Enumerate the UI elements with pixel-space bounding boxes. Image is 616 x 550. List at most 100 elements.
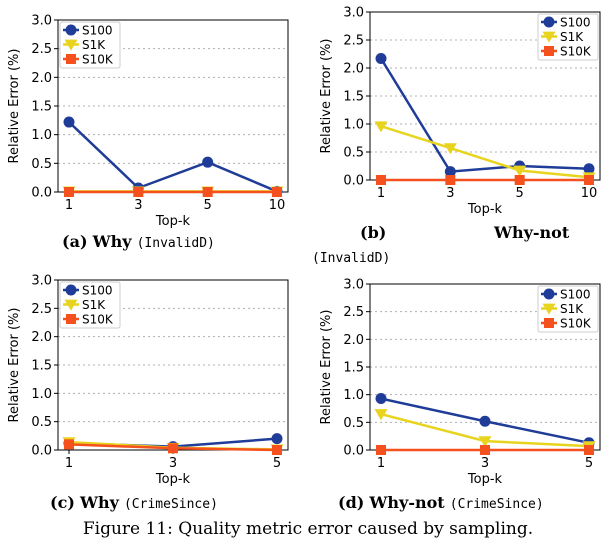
caption-c-label: (c): [50, 493, 75, 512]
legend-label-c-S1K: S1K: [82, 298, 106, 312]
point-d-S10K-2: [584, 445, 594, 455]
y-tick-label-a-6: 3.0: [31, 14, 52, 29]
y-axis-title-d: Relative Error (%): [319, 310, 334, 425]
legend-label-a-S10K: S10K: [82, 53, 114, 67]
point-c-S10K-0: [64, 439, 74, 450]
legend-label-c-S10K: S10K: [82, 313, 114, 327]
y-axis-title-b: Relative Error (%): [319, 39, 334, 154]
y-tick-label-c-0: 0.0: [31, 444, 52, 459]
chart-panel-b: 0.0 0.5 1.0 1.5 2.0 2.5 3.0 1 3 5 10 Top-k Relative …: [319, 6, 601, 217]
legend-label-a-S1K: S1K: [82, 38, 106, 52]
point-b-S10K-0: [376, 175, 386, 185]
x-tick-label-a-1: 3: [134, 198, 142, 213]
legend-label-d-S1K: S1K: [560, 302, 584, 316]
y-tick-label-a-1: 0.5: [31, 157, 52, 172]
caption-d-label: (d): [338, 493, 365, 512]
legend-marker-c-S1K: [64, 299, 78, 311]
y-tick-label-b-2: 1.0: [343, 118, 364, 133]
point-a-S10K-2: [202, 187, 213, 197]
chart-panel-a: 0.0 0.5 1.0 1.5 2.0 2.5 3.0 1 3 5 10 Top-k Relative …: [7, 14, 289, 229]
caption-c-kind: Why: [79, 493, 119, 512]
y-tick-label-c-2: 1.0: [31, 387, 52, 402]
caption-b-dataset-line: (InvalidD): [312, 247, 390, 266]
caption-d: (d) Why-not (CrimeSince): [338, 493, 544, 512]
caption-b-dataset: (InvalidD): [312, 251, 391, 266]
y-tick-label-d-6: 3.0: [343, 278, 364, 293]
y-tick-label-c-3: 1.5: [31, 359, 52, 374]
caption-c: (c) Why (CrimeSince): [50, 493, 218, 512]
y-tick-label-c-6: 3.0: [31, 274, 52, 289]
y-tick-label-d-5: 2.5: [343, 305, 364, 320]
y-tick-label-d-2: 1.0: [343, 388, 364, 403]
point-d-S10K-1: [480, 445, 490, 455]
y-tick-label-d-1: 0.5: [343, 416, 364, 431]
legend-marker-a-S1K: [64, 39, 78, 51]
y-tick-label-a-4: 2.0: [31, 71, 52, 86]
x-tick-label-d-1: 3: [481, 456, 489, 471]
x-tick-label-b-1: 3: [446, 186, 454, 201]
legend-marker-d-S10K: [544, 318, 554, 328]
caption-b-kind: Why-not: [494, 223, 570, 242]
caption-b-label: (b): [360, 223, 387, 242]
point-a-S10K-0: [64, 187, 74, 197]
legend-marker-a-S10K: [66, 54, 76, 64]
x-tick-label-c-2: 5: [273, 456, 281, 471]
caption-a-kind: Why: [92, 232, 132, 251]
x-tick-label-d-2: 5: [585, 456, 593, 471]
charts-canvas: 0.0 0.5 1.0 1.5 2.0 2.5 3.0 1 3 5 10 Top-k Relative …: [7, 6, 601, 487]
x-tick-label-a-3: 10: [269, 198, 286, 213]
x-tick-label-a-2: 5: [204, 198, 212, 213]
x-axis-title-b: Top-k: [467, 202, 503, 217]
point-b-S100-1: [444, 166, 456, 178]
legend-label-b-S1K: S1K: [560, 30, 584, 44]
y-tick-label-d-0: 0.0: [343, 444, 364, 459]
point-a-S100-0: [63, 116, 75, 128]
point-d-S100-0: [375, 393, 387, 405]
chart-panel-d: 0.0 0.5 1.0 1.5 2.0 2.5 3.0 1 3 5 Top-k Relative Er…: [319, 278, 601, 487]
y-tick-label-a-5: 2.5: [31, 42, 52, 57]
point-b-S100-0: [375, 52, 387, 64]
legend-marker-b-S100: [543, 16, 555, 28]
point-a-S10K-1: [133, 187, 144, 197]
y-tick-label-c-4: 2.0: [31, 330, 52, 345]
y-tick-label-b-3: 1.5: [343, 90, 364, 105]
x-tick-label-c-0: 1: [65, 456, 73, 471]
y-tick-label-c-1: 0.5: [31, 415, 52, 430]
legend-marker-c-S10K: [66, 314, 76, 324]
point-b-S1K-0: [374, 121, 388, 133]
legend-label-d-S100: S100: [560, 288, 591, 302]
x-tick-label-b-2: 5: [516, 186, 524, 201]
point-b-S1K-1: [443, 143, 457, 155]
y-tick-label-b-4: 2.0: [343, 62, 364, 77]
y-tick-label-a-3: 1.5: [31, 100, 52, 115]
x-tick-label-d-0: 1: [377, 456, 385, 471]
y-tick-label-a-0: 0.0: [31, 186, 52, 201]
point-b-S100-3: [583, 163, 595, 175]
point-d-S1K-1: [478, 436, 492, 448]
legend-label-a-S100: S100: [82, 24, 113, 38]
legend-marker-b-S1K: [542, 31, 556, 43]
legend-label-b-S100: S100: [560, 16, 591, 30]
caption-a-dataset: (InvalidD): [136, 236, 215, 251]
point-c-S10K-1: [168, 443, 178, 454]
point-b-S10K-1: [445, 175, 456, 185]
x-axis-title-c: Top-k: [155, 472, 191, 487]
y-tick-label-d-3: 1.5: [343, 361, 364, 376]
caption-b: (b) Why-not: [360, 223, 590, 242]
y-tick-label-b-6: 3.0: [343, 6, 364, 21]
y-tick-label-b-5: 2.5: [343, 34, 364, 49]
y-tick-label-d-4: 2.0: [343, 333, 364, 348]
caption-a: (a) Why (InvalidD): [62, 232, 215, 251]
legend-marker-c-S100: [65, 284, 77, 296]
point-b-S10K-3: [584, 175, 594, 185]
point-d-S1K-0: [374, 409, 388, 421]
point-b-S10K-2: [514, 175, 525, 185]
y-tick-label-a-2: 1.0: [31, 128, 52, 143]
caption-c-dataset: (CrimeSince): [123, 497, 218, 512]
figure-caption: Figure 11: Quality metric error caused b…: [82, 519, 534, 539]
y-tick-label-b-0: 0.0: [343, 174, 364, 189]
legend-marker-d-S100: [543, 288, 555, 300]
point-a-S10K-3: [272, 187, 282, 197]
point-a-S100-2: [202, 156, 214, 168]
